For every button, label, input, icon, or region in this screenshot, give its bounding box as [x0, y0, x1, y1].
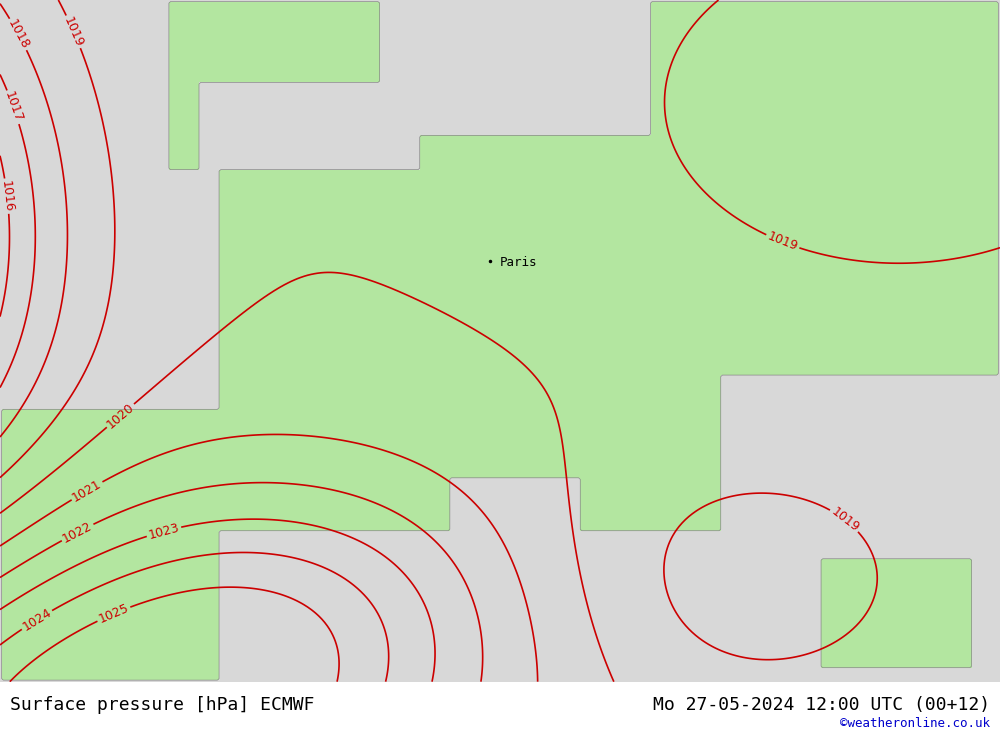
Text: Surface pressure [hPa] ECMWF: Surface pressure [hPa] ECMWF [10, 696, 314, 714]
Text: 1020: 1020 [104, 400, 137, 431]
Text: 1018: 1018 [5, 17, 32, 51]
Text: 1016: 1016 [0, 180, 15, 213]
Text: 1023: 1023 [147, 521, 181, 542]
Text: 1019: 1019 [61, 15, 86, 49]
Text: 1022: 1022 [60, 519, 95, 545]
Text: ©weatheronline.co.uk: ©weatheronline.co.uk [840, 718, 990, 730]
Text: 1019: 1019 [766, 230, 800, 254]
Text: 1021: 1021 [70, 477, 104, 504]
Text: Paris: Paris [500, 256, 538, 269]
Text: 1024: 1024 [20, 606, 54, 633]
Text: 1019: 1019 [828, 505, 861, 534]
Text: 1025: 1025 [97, 602, 131, 626]
Text: Mo 27-05-2024 12:00 UTC (00+12): Mo 27-05-2024 12:00 UTC (00+12) [653, 696, 990, 714]
Text: 1017: 1017 [2, 90, 25, 124]
